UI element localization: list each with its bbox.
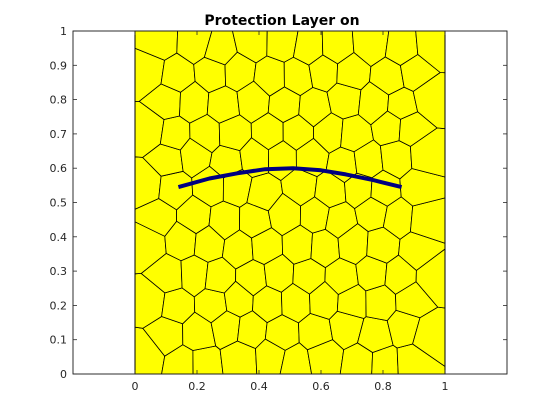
- y-tick-label: 0.8: [50, 94, 68, 107]
- y-tick-label: 0.3: [50, 265, 68, 278]
- y-tick-label: 0.5: [50, 197, 68, 210]
- protection-layer-polyline: [177, 166, 403, 190]
- voronoi-mesh: [134, 30, 446, 375]
- x-tick-label: 0.4: [250, 380, 268, 393]
- x-tick-label: 0.2: [188, 380, 206, 393]
- x-tick-label: 1: [442, 380, 449, 393]
- y-tick-label: 1: [60, 25, 67, 38]
- y-tick-label: 0.4: [50, 231, 68, 244]
- y-tick-label: 0.2: [50, 299, 68, 312]
- axis-ticks: 0 0.2 0.4 0.6 0.8 1 0 0.1 0.2 0.3 0.4 0.5 0.6 0.7 0.8 0…: [50, 25, 507, 393]
- y-tick-label: 0.6: [50, 162, 68, 175]
- mesh-cell: [192, 345, 224, 375]
- axes-frame: [72, 30, 508, 375]
- y-tick-label: 0.1: [50, 334, 68, 347]
- y-tick-label: 0.7: [50, 128, 68, 141]
- y-tick-label: 0: [60, 368, 67, 381]
- x-tick-label: 0.6: [312, 380, 330, 393]
- x-tick-label: 0.8: [374, 380, 392, 393]
- plot-title: Protection Layer on: [204, 13, 359, 29]
- y-tick-label: 0.9: [50, 59, 68, 72]
- protection-layer-line: [177, 166, 403, 190]
- plot-area: 0 0.2 0.4 0.6 0.8 1 0 0.1 0.2 0.3 0.4 0.5 0.6 0.7 0.8 0…: [50, 25, 508, 393]
- x-tick-label: 0: [132, 380, 139, 393]
